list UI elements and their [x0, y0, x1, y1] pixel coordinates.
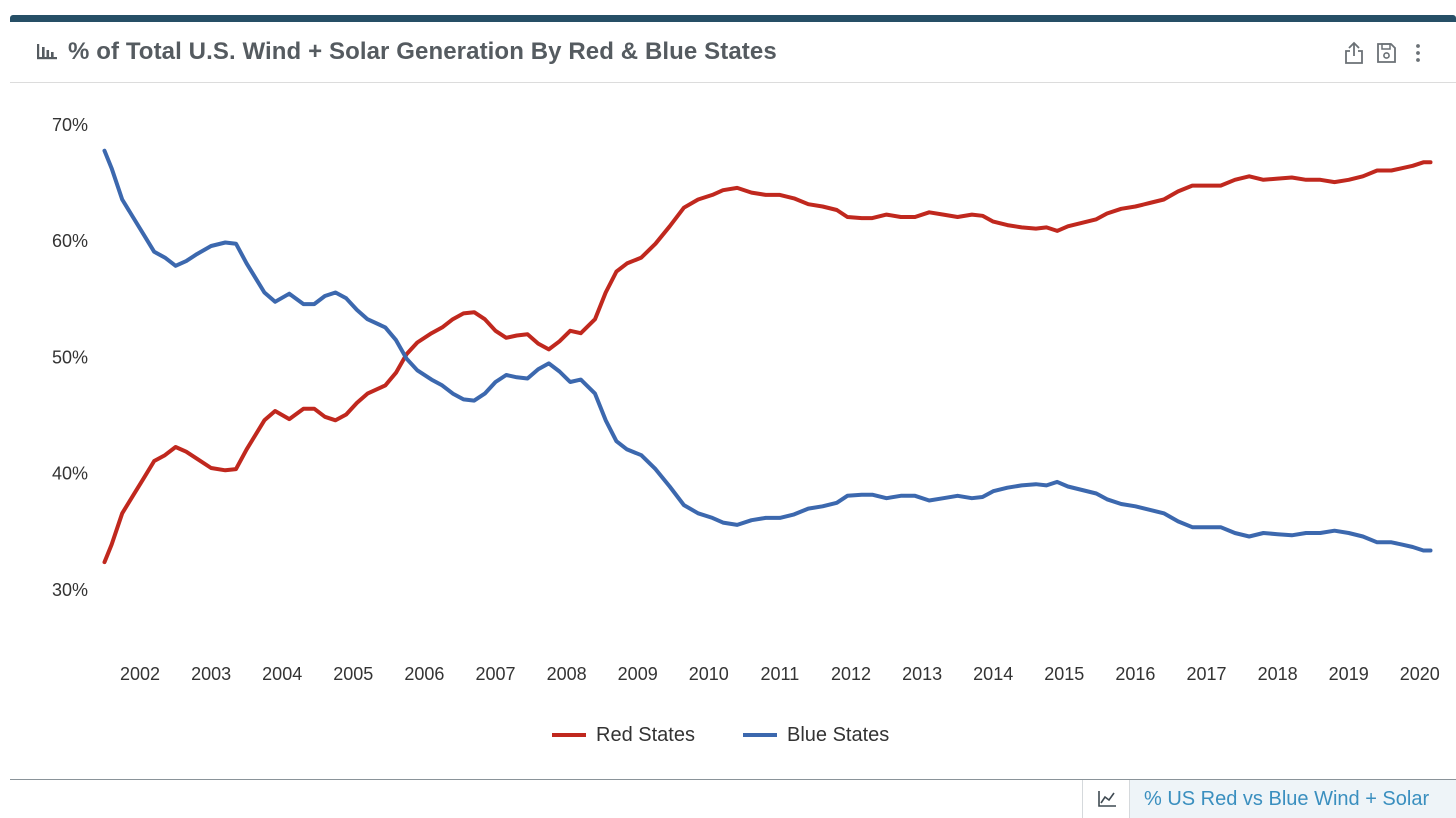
series-line-red-states — [102, 160, 1433, 565]
legend: Red States Blue States — [552, 724, 889, 746]
header-accent-bar — [10, 15, 1456, 22]
series-line-blue-states — [102, 148, 1433, 553]
x-tick-label: 2007 — [475, 664, 515, 684]
x-tick-label: 2020 — [1400, 664, 1440, 684]
footer-divider — [10, 779, 1456, 780]
footer-series-tab[interactable]: % US Red vs Blue Wind + Solar — [1130, 780, 1456, 818]
x-tick-label: 2008 — [547, 664, 587, 684]
y-tick-label: 30% — [52, 580, 88, 600]
chart-title: % of Total U.S. Wind + Solar Generation … — [68, 38, 777, 65]
series-layer — [102, 148, 1433, 565]
x-tick-label: 2016 — [1115, 664, 1155, 684]
x-tick-label: 2006 — [404, 664, 444, 684]
x-tick-label: 2011 — [761, 664, 800, 684]
y-tick-label: 70% — [52, 115, 88, 135]
x-tick-label: 2010 — [689, 664, 729, 684]
y-axis: 70% 60% 50% 40% 30% — [52, 115, 88, 600]
more-vertical-icon — [1406, 40, 1430, 66]
chart-header: % of Total U.S. Wind + Solar Generation … — [10, 22, 1456, 83]
legend-label: Blue States — [787, 724, 889, 746]
x-tick-label: 2004 — [262, 664, 302, 684]
x-tick-label: 2013 — [902, 664, 942, 684]
footer-chart-tab-button[interactable] — [1082, 780, 1130, 818]
x-tick-label: 2017 — [1186, 664, 1226, 684]
legend-item-red-states[interactable]: Red States — [552, 724, 695, 746]
y-tick-label: 40% — [52, 464, 88, 484]
share-button[interactable] — [1342, 40, 1366, 66]
y-tick-label: 60% — [52, 231, 88, 251]
more-options-button[interactable] — [1406, 40, 1430, 66]
save-button[interactable] — [1374, 40, 1398, 66]
save-icon — [1374, 40, 1398, 66]
x-tick-label: 2005 — [333, 664, 373, 684]
legend-label: Red States — [596, 724, 695, 746]
bar-chart-icon — [36, 42, 57, 62]
x-tick-label: 2002 — [120, 664, 160, 684]
x-tick-label: 2019 — [1329, 664, 1369, 684]
x-tick-label: 2018 — [1258, 664, 1298, 684]
x-tick-label: 2014 — [973, 664, 1013, 684]
x-tick-label: 2009 — [618, 664, 658, 684]
y-tick-label: 50% — [52, 347, 88, 367]
x-tick-label: 2015 — [1044, 664, 1084, 684]
x-axis: 2002 2003 2004 2005 2006 2007 2008 2009 2010 2011… — [120, 664, 1440, 684]
legend-item-blue-states[interactable]: Blue States — [743, 724, 889, 746]
x-tick-label: 2003 — [191, 664, 231, 684]
share-icon — [1342, 40, 1366, 66]
x-tick-label: 2012 — [831, 664, 871, 684]
